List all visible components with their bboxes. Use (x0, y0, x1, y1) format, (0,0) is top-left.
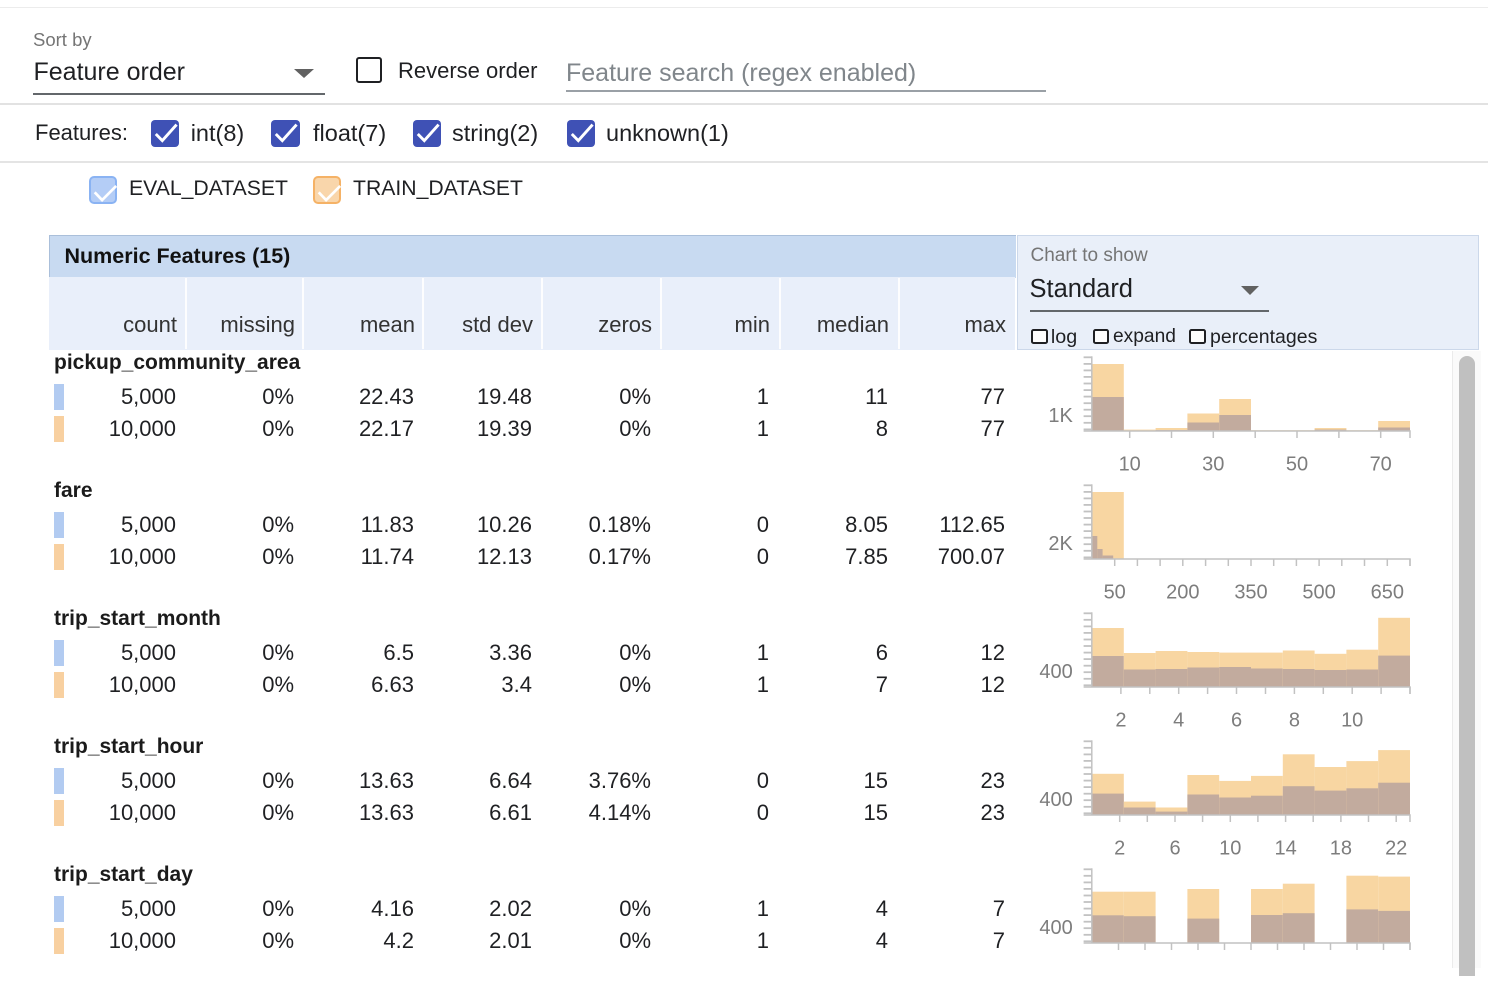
svg-text:650: 650 (1371, 582, 1404, 604)
svg-text:1K: 1K (1048, 405, 1073, 427)
svg-text:8: 8 (1289, 710, 1300, 732)
svg-text:10: 10 (1219, 838, 1241, 860)
svg-text:70: 70 (1370, 454, 1392, 476)
svg-text:22: 22 (1385, 838, 1407, 860)
svg-text:30: 30 (1202, 454, 1224, 476)
svg-text:50: 50 (1104, 582, 1126, 604)
svg-text:2K: 2K (1048, 533, 1073, 555)
svg-text:10: 10 (1119, 454, 1141, 476)
svg-text:6: 6 (1231, 710, 1242, 732)
svg-text:400: 400 (1039, 789, 1072, 811)
svg-text:50: 50 (1286, 454, 1308, 476)
svg-text:400: 400 (1039, 917, 1072, 939)
svg-text:400: 400 (1039, 661, 1072, 683)
svg-text:14: 14 (1274, 838, 1296, 860)
svg-text:6: 6 (1169, 838, 1180, 860)
svg-text:4: 4 (1173, 710, 1184, 732)
svg-text:200: 200 (1166, 582, 1199, 604)
svg-text:2: 2 (1115, 710, 1126, 732)
svg-text:500: 500 (1302, 582, 1335, 604)
svg-text:350: 350 (1234, 582, 1267, 604)
svg-text:18: 18 (1330, 838, 1352, 860)
svg-text:2: 2 (1114, 838, 1125, 860)
svg-text:10: 10 (1341, 710, 1363, 732)
